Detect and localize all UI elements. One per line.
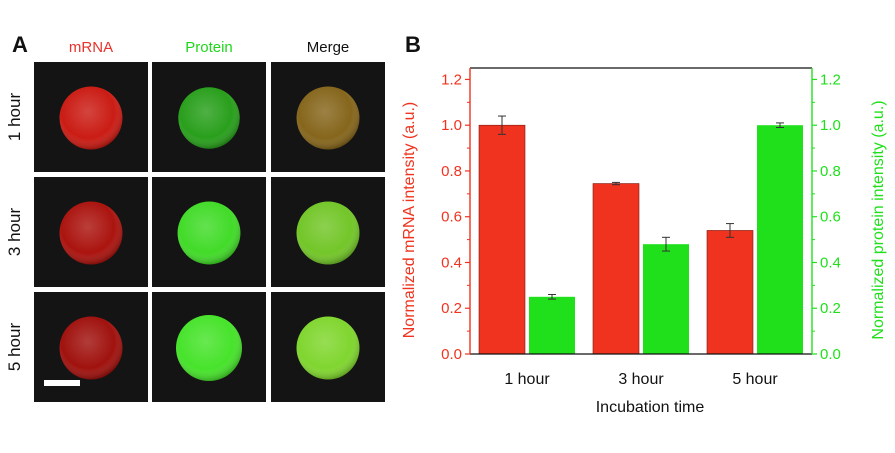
y-axis-left-label: Normalized mRNA intensity (a.u.) bbox=[401, 102, 418, 339]
panel-b-letter: B bbox=[405, 32, 421, 57]
cell-droplet-shading bbox=[178, 87, 240, 149]
y-right-tick-label: 0.4 bbox=[820, 254, 841, 271]
y-axis-right-label: Normalized protein intensity (a.u.) bbox=[870, 100, 887, 339]
x-tick-label: 3 hour bbox=[618, 371, 664, 388]
y-left-tick-label: 0.4 bbox=[441, 254, 462, 271]
bar-mrna bbox=[706, 230, 754, 355]
row-label: 3 hour bbox=[5, 208, 24, 257]
microscopy-grid: A mRNA Protein Merge 1 hour 3 hour 5 hour bbox=[5, 32, 385, 402]
y-left-tick-label: 0.6 bbox=[441, 209, 462, 226]
cell-droplet-shading bbox=[296, 86, 360, 150]
y-left-tick-label: 1.0 bbox=[441, 117, 462, 134]
row-label: 1 hour bbox=[5, 93, 24, 142]
cell-droplet-shading bbox=[296, 201, 360, 265]
y-right-tick-label: 0.0 bbox=[820, 346, 841, 363]
cell-droplet-shading bbox=[177, 201, 241, 265]
panel-b: B 0.0 0.2 0.4 0.6 0.8 1.0 1.2 0.0 0.2 0.4 0.6 0.8 1… bbox=[395, 0, 895, 448]
x-tick-label: 1 hour bbox=[504, 371, 550, 388]
y-right-tick-label: 0.8 bbox=[820, 163, 841, 180]
cell-droplet-shading bbox=[59, 86, 123, 150]
bar-mrna bbox=[478, 124, 526, 355]
panel-a: A mRNA Protein Merge 1 hour 3 hour 5 hour bbox=[0, 0, 395, 448]
column-label: mRNA bbox=[69, 39, 113, 56]
scale-bar bbox=[44, 380, 80, 386]
cell-droplet-shading bbox=[296, 316, 360, 380]
y-right-tick-label: 0.6 bbox=[820, 209, 841, 226]
x-axis-label: Incubation time bbox=[596, 399, 705, 416]
y-left-tick-label: 0.0 bbox=[441, 346, 462, 363]
column-label: Protein bbox=[185, 39, 233, 56]
y-right-tick-label: 0.2 bbox=[820, 300, 841, 317]
y-left-tick-label: 1.2 bbox=[441, 71, 462, 88]
bar-protein bbox=[757, 125, 803, 354]
x-tick-label: 5 hour bbox=[732, 371, 778, 388]
y-left-tick-label: 0.2 bbox=[441, 300, 462, 317]
y-left-tick-label: 0.8 bbox=[441, 163, 462, 180]
bar-mrna bbox=[592, 183, 640, 355]
cell-droplet-shading bbox=[176, 315, 242, 381]
y-right-tick-label: 1.2 bbox=[820, 71, 841, 88]
bar-protein bbox=[529, 296, 575, 354]
bar-chart: B 0.0 0.2 0.4 0.6 0.8 1.0 1.2 0.0 0.2 0.4 0.6 0.8 1… bbox=[401, 32, 887, 416]
bar-protein bbox=[643, 244, 689, 354]
cell-droplet-shading bbox=[59, 201, 123, 265]
cell-droplet-shading bbox=[59, 316, 123, 380]
panel-a-letter: A bbox=[12, 32, 28, 57]
y-right-tick-label: 1.0 bbox=[820, 117, 841, 134]
row-label: 5 hour bbox=[5, 323, 24, 372]
column-label: Merge bbox=[307, 39, 350, 56]
